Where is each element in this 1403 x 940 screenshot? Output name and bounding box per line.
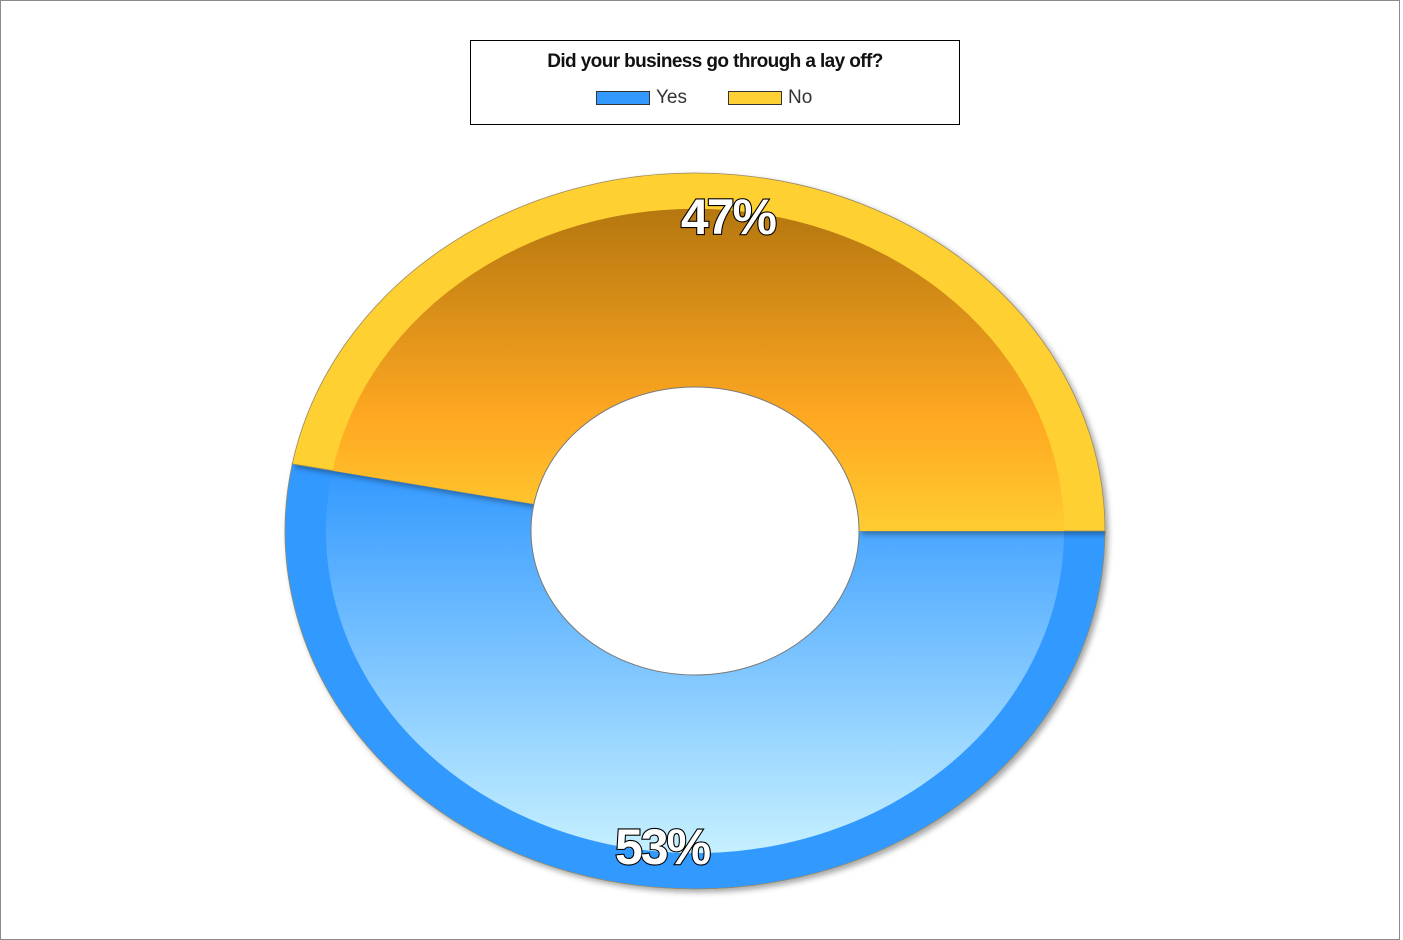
legend-entries: Yes No bbox=[471, 87, 959, 110]
donut-hole bbox=[530, 386, 860, 676]
donut-slice-yes-shading bbox=[325, 470, 1064, 854]
chart-title: Did your business go through a lay off? bbox=[547, 51, 883, 72]
legend-swatch-no bbox=[728, 91, 782, 105]
legend-label-yes: Yes bbox=[656, 87, 687, 108]
donut-slices bbox=[284, 172, 1106, 890]
donut-slice-no-shading bbox=[332, 208, 1064, 531]
data-label-yes: 53% bbox=[615, 819, 711, 875]
donut-labels: 53% 47% bbox=[614, 188, 780, 876]
data-label-no: 47% bbox=[681, 189, 777, 245]
legend-label-no: No bbox=[788, 87, 813, 108]
legend-swatch-yes bbox=[596, 91, 650, 105]
legend: Did your business go through a lay off? … bbox=[470, 40, 960, 125]
